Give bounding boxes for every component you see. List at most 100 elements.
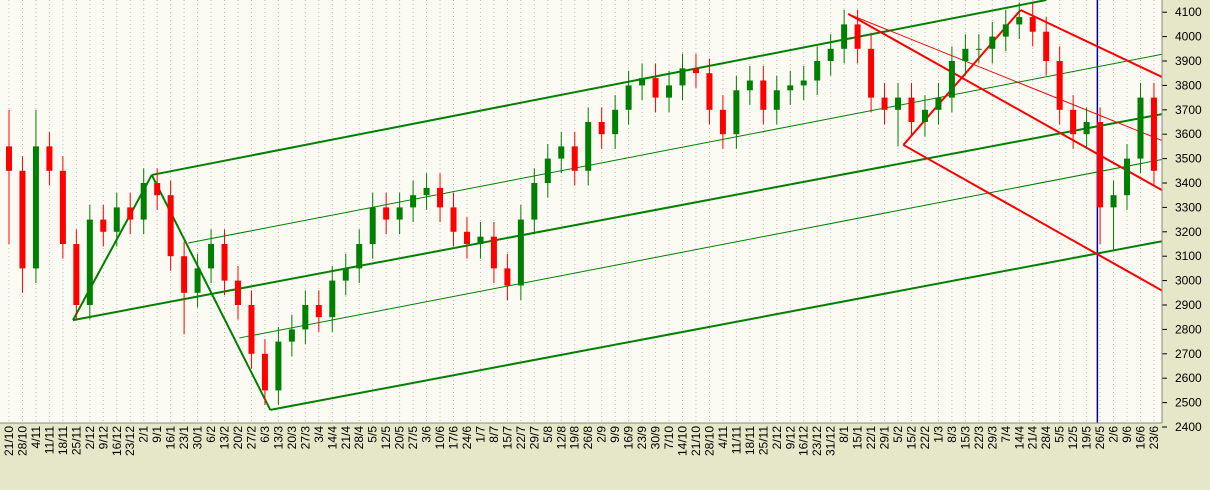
candle-body xyxy=(800,80,807,86)
x-tick-label: 19/5 xyxy=(1080,426,1094,450)
candle-body xyxy=(221,244,228,281)
x-tick-label: 16/12 xyxy=(797,426,811,456)
candle-body xyxy=(921,109,928,122)
candle-body xyxy=(100,219,107,232)
candle-body xyxy=(935,97,942,110)
candle-body xyxy=(558,146,565,159)
x-tick-label: 9/9 xyxy=(608,426,622,443)
x-tick-label: 5/5 xyxy=(1053,426,1067,443)
candle-body xyxy=(639,78,646,86)
candle-body xyxy=(733,90,740,135)
candle-body xyxy=(490,236,497,269)
trendline xyxy=(239,158,1162,339)
candle-body xyxy=(59,170,66,244)
candle-body xyxy=(450,207,457,232)
x-tick-label: 22/1 xyxy=(864,426,878,450)
candle-body xyxy=(1083,122,1090,135)
x-tick-label: 15/3 xyxy=(958,426,972,450)
candle-body xyxy=(692,68,699,74)
y-tick-label: 2600 xyxy=(1175,371,1202,385)
candle-body xyxy=(571,146,578,171)
x-tick-label: 22/2 xyxy=(918,426,932,450)
candle-body xyxy=(787,85,794,91)
candle-body xyxy=(1002,24,1009,37)
candle-body xyxy=(423,187,430,196)
x-tick-label: 16/12 xyxy=(110,426,124,456)
candle-body xyxy=(383,207,390,220)
y-tick-label: 4100 xyxy=(1175,5,1202,19)
x-tick-label: 6/2 xyxy=(204,426,218,443)
trendline xyxy=(72,113,1162,322)
candle-body xyxy=(975,48,982,50)
candle-body xyxy=(827,48,834,61)
candle-body xyxy=(194,268,201,293)
x-tick-label: 20/3 xyxy=(285,426,299,450)
x-tick-label: 16/9 xyxy=(622,426,636,450)
x-tick-label: 4/11 xyxy=(716,426,730,449)
candle-body xyxy=(1150,97,1157,171)
x-tick-label: 16/1 xyxy=(164,426,178,450)
x-tick-label: 4/11 xyxy=(29,426,43,449)
x-tick-label: 23/12 xyxy=(810,426,824,456)
candle-body xyxy=(1029,17,1036,32)
candle-body xyxy=(410,195,417,208)
candle-body xyxy=(32,146,39,269)
x-tick-label: 28/4 xyxy=(352,426,366,450)
candle-body xyxy=(19,170,26,269)
x-tick-label: 11/11 xyxy=(729,426,743,455)
candle-body xyxy=(1124,158,1131,196)
candle-body xyxy=(854,24,861,49)
x-tick-label: 7/10 xyxy=(662,426,676,450)
trendline xyxy=(72,174,153,321)
x-tick-label: 28/10 xyxy=(15,426,29,456)
trendline xyxy=(151,0,1047,176)
candle-body xyxy=(598,122,605,135)
x-tick-label: 3/6 xyxy=(420,426,434,443)
trendline xyxy=(188,53,1162,244)
x-tick-label: 2/12 xyxy=(83,426,97,450)
x-tick-label: 12/5 xyxy=(379,426,393,450)
candle-body xyxy=(167,195,174,257)
y-tick-label: 2700 xyxy=(1175,347,1202,361)
candle-body xyxy=(1043,31,1050,61)
y-tick-label: 3800 xyxy=(1175,78,1202,92)
candle-body xyxy=(989,36,996,49)
x-tick-label: 27/5 xyxy=(406,426,420,450)
candle-body xyxy=(679,68,686,86)
candle-body xyxy=(544,158,551,183)
grid xyxy=(8,0,1155,423)
x-tick-label: 2/9 xyxy=(595,426,609,443)
x-tick-label: 26/5 xyxy=(1093,426,1107,450)
y-tick-label: 2800 xyxy=(1175,322,1202,336)
candle-body xyxy=(463,231,470,244)
x-tick-label: 28/4 xyxy=(1039,426,1053,450)
y-tick-label: 3400 xyxy=(1175,176,1202,190)
candle-body xyxy=(113,207,120,232)
x-tick-label: 15/7 xyxy=(500,426,514,450)
candle-body xyxy=(1110,195,1117,208)
y-tick-label: 2400 xyxy=(1175,420,1202,434)
x-tick-label: 16/6 xyxy=(1133,426,1147,450)
x-tick-label: 29/3 xyxy=(985,426,999,450)
x-tick-label: 22/7 xyxy=(514,426,528,450)
x-tick-label: 9/6 xyxy=(1120,426,1134,443)
x-tick-label: 21/10 xyxy=(689,426,703,456)
candle-body xyxy=(625,85,632,110)
candle-body xyxy=(477,236,484,244)
x-tick-label: 5/5 xyxy=(366,426,380,443)
x-tick-label: 7/4 xyxy=(999,426,1013,443)
candle-body xyxy=(261,353,268,391)
candle-body xyxy=(396,207,403,220)
x-tick-label: 31/12 xyxy=(824,426,838,456)
x-tick-label: 20/2 xyxy=(231,426,245,450)
x-tick-label: 14/10 xyxy=(676,426,690,456)
y-tick-label: 3100 xyxy=(1175,249,1202,263)
y-tick-label: 3900 xyxy=(1175,54,1202,68)
candle-body xyxy=(773,90,780,110)
x-tick-label: 11/11 xyxy=(42,426,56,455)
x-tick-label: 13/2 xyxy=(218,426,232,450)
x-tick-label: 13/3 xyxy=(271,426,285,450)
candle-body xyxy=(208,244,215,269)
x-tick-label: 27/3 xyxy=(298,426,312,450)
